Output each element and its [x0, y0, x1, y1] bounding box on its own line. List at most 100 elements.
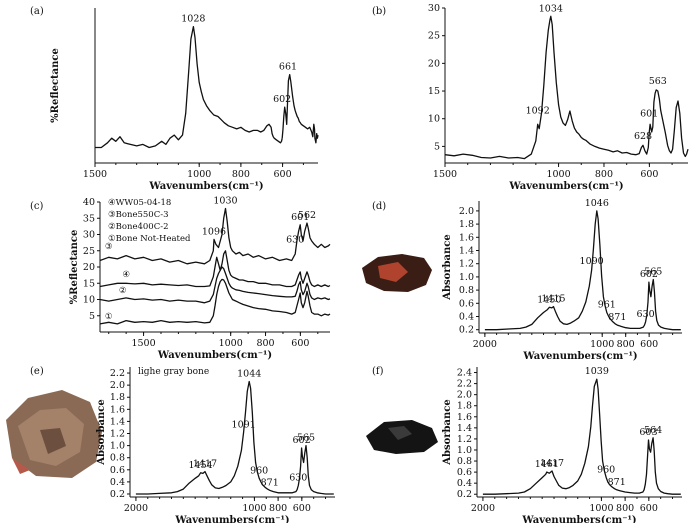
panel-b: (b) 1500 1000 800 600 5 10 15 20 25 30 Wavenumbers(…	[372, 3, 689, 192]
y-tick-label: 1.2	[459, 259, 474, 270]
series-line-1	[482, 378, 681, 495]
y-tick-label: 1.4	[459, 246, 474, 257]
panel-label: (e)	[30, 366, 44, 377]
peak-label: 628	[634, 131, 652, 142]
x-tick-label: 800	[617, 339, 635, 350]
y-axis-label: Absorbance	[442, 399, 453, 466]
peak-label: 1030	[213, 196, 237, 207]
y-tick-label: 25	[428, 31, 440, 42]
y-tick-label: 2.2	[110, 368, 125, 379]
x-tick-label: 800	[616, 503, 634, 514]
x-tick-label: 600	[640, 169, 658, 180]
panel-e: (e)2000 1000 800 6000.20.40.60.81.01.21.41.…	[6, 366, 335, 523]
peak-label: 1417	[540, 458, 564, 469]
y-tick-label: 1.0	[459, 272, 474, 283]
panel-label: (f)	[372, 366, 384, 377]
y-tick-label: 0.6	[110, 465, 125, 476]
y-tick-label: 10	[83, 295, 95, 306]
series-line-1	[484, 210, 681, 331]
x-tick-label: 1000	[242, 503, 266, 514]
y-tick-label: 1.4	[457, 423, 472, 434]
legend-entry: ②Bone400C-2	[108, 222, 169, 232]
peak-label: 960	[597, 465, 615, 476]
legend-entry: ①Bone Not-Heated	[108, 234, 191, 244]
x-tick-label: 600	[640, 339, 658, 350]
panel-f: (f)2000 1000 800 6000.20.40.60.81.01.21.41.…	[366, 366, 682, 523]
x-axis-label: Wavenumbers(cm⁻¹)	[522, 351, 637, 362]
peak-label: 871	[608, 477, 626, 488]
x-tick-label: 800	[256, 338, 274, 349]
y-tick-label: 1.4	[110, 416, 125, 427]
x-tick-label: 1000	[546, 169, 570, 180]
y-tick-label: 1.8	[457, 401, 472, 412]
peak-label: 565	[644, 267, 662, 278]
y-tick-label: 30	[83, 230, 95, 241]
peak-label: 602	[640, 269, 658, 280]
peak-label: 562	[298, 210, 316, 221]
y-tick-label: 1.0	[457, 445, 472, 456]
series-line-4	[99, 278, 331, 325]
peak-label: 602	[273, 94, 291, 105]
y-tick-label: 1.2	[457, 434, 472, 445]
y-tick-label: 20	[428, 58, 440, 69]
peak-label: 871	[608, 312, 626, 323]
peak-label: 1046	[585, 198, 609, 209]
peak-label: 1454	[189, 460, 213, 471]
peak-label: 1461	[535, 459, 559, 470]
peak-label: 1091	[232, 419, 256, 430]
peak-label: 601	[291, 212, 309, 223]
y-tick-label: 0.4	[110, 477, 125, 488]
series-line-1	[135, 380, 334, 495]
y-axis-label: %Reflectance	[50, 48, 61, 123]
y-tick-label: 0.8	[459, 285, 474, 296]
panel-note: lighe gray bone	[138, 367, 209, 377]
y-tick-label: 40	[83, 197, 95, 208]
panel-a: (a) 1500 1000 800 600 Wavenumbers(cm⁻¹) %Refle…	[30, 6, 319, 192]
peak-label: 1044	[237, 369, 261, 380]
series-line-tail	[281, 73, 319, 144]
peak-label: 630	[637, 309, 655, 320]
y-tick-label: 0.6	[457, 467, 472, 478]
peak-label: 1450	[537, 294, 561, 305]
y-tick-label: 1.8	[459, 219, 474, 230]
y-tick-label: 2.2	[457, 379, 472, 390]
peak-label: 871	[261, 477, 279, 488]
panel-label: (a)	[30, 6, 44, 17]
peak-label: 1417	[193, 459, 217, 470]
y-tick-label: 15	[83, 278, 95, 289]
x-tick-label: 1000	[589, 503, 613, 514]
peak-label: 630	[286, 235, 304, 246]
legend-entry: ③Bone550C-3	[108, 210, 169, 220]
y-tick-label: 5	[434, 141, 440, 152]
x-tick-label: 1000	[219, 338, 243, 349]
x-axis-label: Wavenumbers(cm⁻¹)	[521, 515, 636, 523]
x-tick-label: 1000	[187, 169, 211, 180]
peak-label: 961	[598, 300, 616, 311]
x-tick-label: 600	[640, 503, 658, 514]
y-tick-label: 10	[428, 114, 440, 125]
y-tick-label: 25	[83, 246, 95, 257]
y-tick-label: 2.4	[457, 368, 472, 379]
curve-marker: ④	[122, 270, 130, 280]
peak-label: 1039	[585, 366, 609, 377]
y-tick-label: 0.8	[457, 456, 472, 467]
sample-photo-d	[362, 254, 432, 292]
y-tick-label: 2.0	[110, 380, 125, 391]
peak-label: 960	[250, 465, 268, 476]
x-axis-label: Wavenumbers(cm⁻¹)	[157, 350, 272, 361]
y-tick-label: 1.8	[110, 392, 125, 403]
x-tick-label: 1000	[590, 339, 614, 350]
peak-label: 1090	[580, 256, 604, 267]
y-tick-label: 2.0	[457, 390, 472, 401]
x-axis-label: Wavenumbers(cm⁻¹)	[148, 181, 263, 192]
y-tick-label: 0.4	[457, 478, 472, 489]
curve-marker: ③	[105, 242, 113, 252]
peak-label: 1092	[526, 106, 550, 117]
y-tick-label: 0.2	[457, 489, 472, 500]
y-tick-label: 1.6	[457, 412, 472, 423]
x-tick-label: 800	[595, 169, 613, 180]
panel-d: (d) 2000 1000 800 600 0.2 0.4 0.6 0.8 1.0 1.2 1.4 1.…	[362, 198, 682, 362]
x-tick-label: 1500	[433, 169, 457, 180]
series-line-1	[99, 207, 331, 265]
